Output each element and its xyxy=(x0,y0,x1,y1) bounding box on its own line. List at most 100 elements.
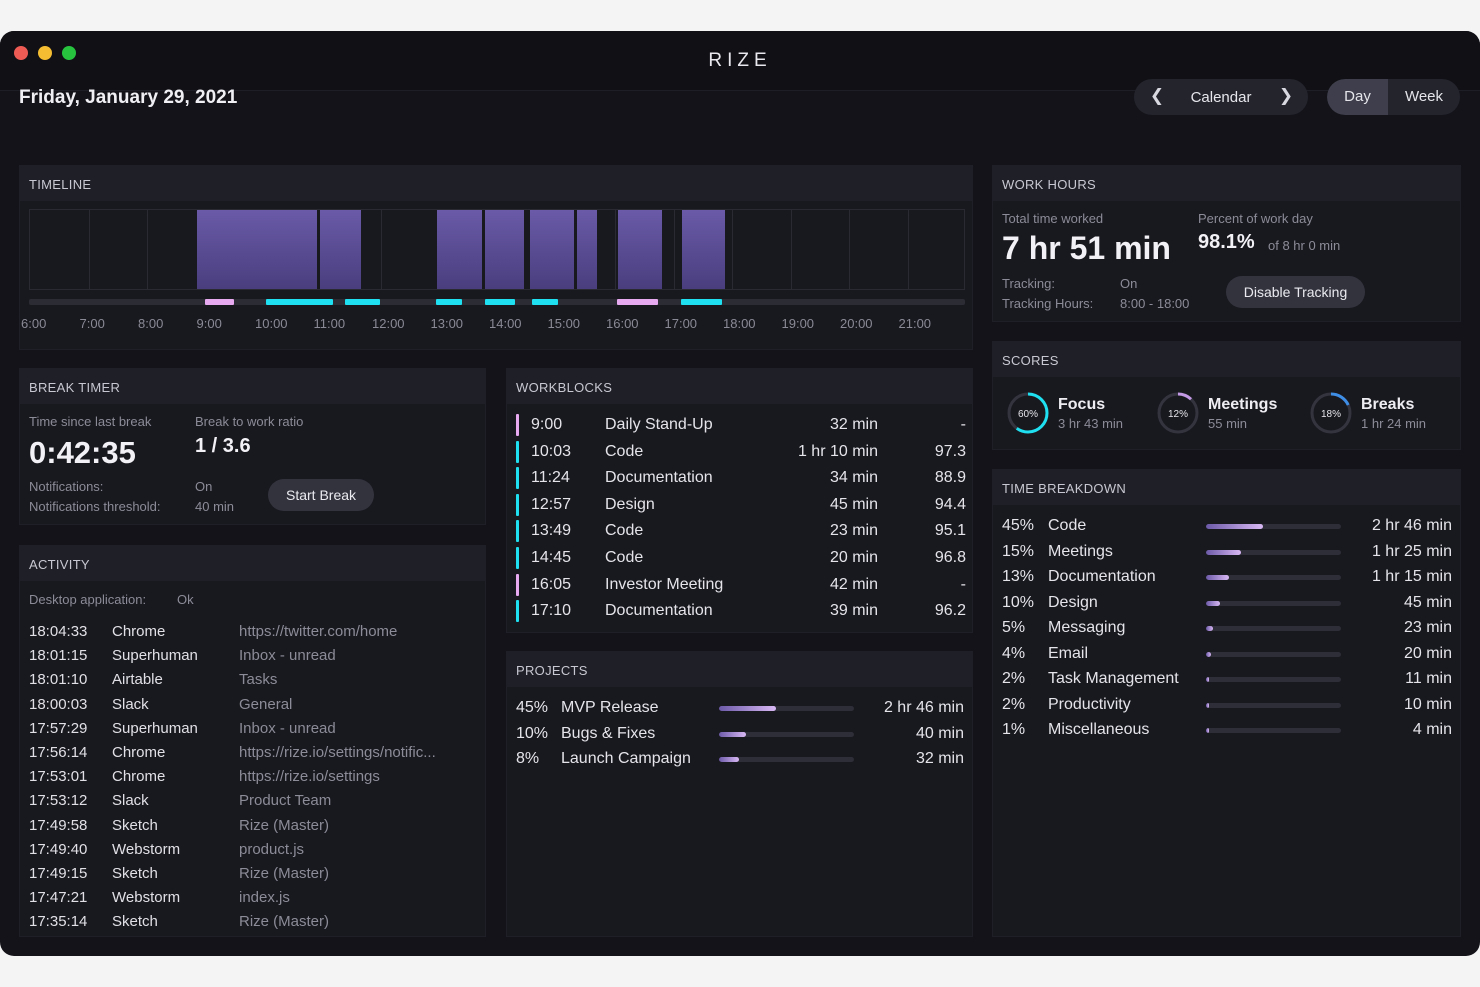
timeline-chart[interactable] xyxy=(29,209,965,290)
tab-day[interactable]: Day xyxy=(1327,79,1388,115)
time-since-break-value: 0:42:35 xyxy=(29,435,136,470)
activity-time: 18:00:03 xyxy=(29,695,88,713)
score-percent: 12% xyxy=(1168,409,1188,420)
workblock-color-bar xyxy=(516,414,519,436)
work-hours-title: WORK HOURS xyxy=(993,166,1460,201)
workblock-row[interactable]: 9:00 Daily Stand-Up 32 min - xyxy=(516,414,966,436)
activity-row[interactable]: 17:49:15 Sketch Rize (Master) xyxy=(29,865,479,887)
project-bar xyxy=(719,731,854,737)
time-breakdown-panel: TIME BREAKDOWN 45% Code 2 hr 46 min 15% Meet… xyxy=(992,469,1461,937)
activity-detail: Rize (Master) xyxy=(239,816,330,834)
timeline-gridline xyxy=(849,210,850,289)
disable-tracking-button[interactable]: Disable Tracking xyxy=(1226,276,1365,308)
activity-row[interactable]: 17:53:12 Slack Product Team xyxy=(29,792,479,814)
calendar-button[interactable]: Calendar xyxy=(1190,89,1252,106)
zoom-window-button[interactable] xyxy=(62,46,76,60)
close-window-button[interactable] xyxy=(14,46,28,60)
percent-of-label: of 8 hr 0 min xyxy=(1268,238,1341,253)
timeline-segment-focus xyxy=(532,299,559,305)
timeline-gridline xyxy=(381,210,382,289)
workblock-score: 97.3 xyxy=(934,442,966,460)
timeline-block[interactable] xyxy=(319,210,361,289)
timeline-block[interactable] xyxy=(240,210,317,289)
timeline-gridline xyxy=(790,210,792,289)
project-time: 32 min xyxy=(915,750,964,767)
timeline-block[interactable] xyxy=(530,210,575,289)
timeline-block[interactable] xyxy=(436,210,482,289)
breakdown-bar-fill xyxy=(1206,600,1220,606)
project-name: Launch Campaign xyxy=(561,750,691,767)
breakdown-name: Email xyxy=(1048,644,1089,662)
breakdown-bar xyxy=(1206,524,1341,529)
breakdown-time: 2 hr 46 min xyxy=(1371,517,1452,534)
workblock-row[interactable]: 11:24 Documentation 34 min 88.9 xyxy=(516,467,966,490)
activity-app: Airtable xyxy=(112,671,163,689)
workblock-duration: 23 min xyxy=(829,522,878,540)
projects-title: PROJECTS xyxy=(507,652,972,687)
activity-app: Chrome xyxy=(112,744,166,761)
score-name: Focus xyxy=(1058,396,1106,413)
activity-app: Sketch xyxy=(112,913,158,931)
break-ratio-label: Break to work ratio xyxy=(195,414,304,429)
activity-row[interactable]: 17:35:14 Sketch Rize (Master) xyxy=(29,913,479,935)
activity-row[interactable]: 17:49:58 Sketch Rize (Master) xyxy=(29,817,479,839)
notifications-label: Notifications: xyxy=(29,479,104,494)
workblock-name: Documentation xyxy=(605,602,713,620)
workblocks-panel: WORKBLOCKS 9:00 Daily Stand-Up 32 min - 10:0… xyxy=(506,368,973,633)
workblock-row[interactable]: 16:05 Investor Meeting 42 min - xyxy=(516,573,966,596)
activity-row[interactable]: 17:47:21 Webstorm index.js xyxy=(29,889,479,911)
activity-row[interactable]: 17:56:14 Chrome https://rize.io/settings/n… xyxy=(29,744,479,766)
workblock-score: 88.9 xyxy=(934,469,966,487)
timeline-block[interactable] xyxy=(682,210,725,289)
workblock-time: 17:10 xyxy=(531,602,572,620)
chevron-left-icon[interactable]: ❮ xyxy=(1149,86,1165,105)
breakdown-bar-fill xyxy=(1206,626,1213,631)
minimize-window-button[interactable] xyxy=(38,46,52,60)
activity-row[interactable]: 17:49:40 Webstorm product.js xyxy=(29,841,479,863)
timeline-hour-label: 9:00 xyxy=(196,316,222,331)
project-percent: 45% xyxy=(516,699,549,716)
workblock-row[interactable]: 14:45 Code 20 min 96.8 xyxy=(516,547,966,569)
breakdown-name: Design xyxy=(1048,593,1098,611)
activity-app: Webstorm xyxy=(112,889,181,907)
activity-detail: Rize (Master) xyxy=(239,865,330,882)
workblock-row[interactable]: 10:03 Code 1 hr 10 min 97.3 xyxy=(516,440,966,463)
activity-time: 17:53:12 xyxy=(29,792,88,810)
workblock-row[interactable]: 17:10 Documentation 39 min 96.2 xyxy=(516,600,966,623)
breakdown-percent: 1% xyxy=(1002,721,1026,738)
activity-row[interactable]: 17:53:01 Chrome https://rize.io/settings xyxy=(29,768,479,790)
activity-row[interactable]: 18:00:03 Slack General xyxy=(29,696,479,718)
project-time: 2 hr 46 min xyxy=(883,699,964,716)
workblock-score: 96.2 xyxy=(934,602,966,620)
activity-row[interactable]: 17:57:29 Superhuman Inbox - unread xyxy=(29,720,479,742)
project-time: 40 min xyxy=(915,724,964,742)
timeline-block[interactable] xyxy=(196,210,241,289)
timeline-segment-meeting xyxy=(204,299,234,305)
timeline-block[interactable] xyxy=(617,210,662,289)
workblock-color-bar xyxy=(516,467,519,490)
activity-time: 17:49:40 xyxy=(29,840,88,858)
timeline-block[interactable] xyxy=(576,210,598,289)
activity-time: 17:49:58 xyxy=(29,816,88,834)
timeline-hour-label: 18:00 xyxy=(723,316,756,331)
timeline-hour-label: 10:00 xyxy=(255,316,288,331)
project-bar-fill xyxy=(719,706,776,711)
breakdown-bar-fill xyxy=(1206,677,1209,682)
threshold-label: Notifications threshold: xyxy=(29,499,161,514)
timeline-block[interactable] xyxy=(484,210,525,289)
tab-week[interactable]: Week xyxy=(1404,88,1444,105)
break-ratio-value: 1 / 3.6 xyxy=(195,435,251,457)
activity-row[interactable]: 18:01:10 Airtable Tasks xyxy=(29,671,479,693)
workblock-row[interactable]: 13:49 Code 23 min 95.1 xyxy=(516,520,966,543)
workblock-score: 95.1 xyxy=(934,522,966,540)
score-ring-progress xyxy=(1310,392,1352,434)
breakdown-percent: 10% xyxy=(1002,593,1035,611)
project-percent: 8% xyxy=(516,750,540,767)
activity-row[interactable]: 18:01:15 Superhuman Inbox - unread xyxy=(29,647,479,669)
breakdown-bar xyxy=(1206,651,1341,657)
activity-row[interactable]: 18:04:33 Chrome https://twitter.com/home xyxy=(29,623,479,645)
chevron-right-icon[interactable]: ❯ xyxy=(1278,86,1294,105)
breakdown-name: Task Management xyxy=(1048,670,1179,687)
workblock-row[interactable]: 12:57 Design 45 min 94.4 xyxy=(516,493,966,516)
start-break-button[interactable]: Start Break xyxy=(268,479,374,511)
